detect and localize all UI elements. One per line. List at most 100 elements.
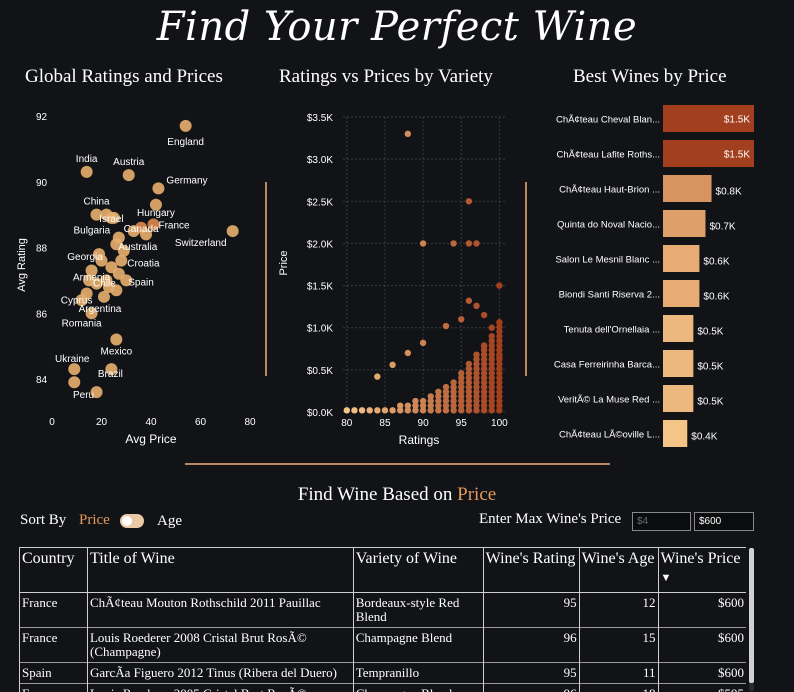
bar-value-label: $0.6K: [703, 257, 729, 268]
cell-country: France: [20, 628, 88, 663]
scatter-point: [458, 370, 464, 376]
bar: [663, 245, 699, 272]
sort-desc-icon: ▼: [661, 572, 672, 584]
scatter-point: [435, 389, 441, 395]
bar: [663, 420, 687, 447]
scatter-point: [466, 298, 472, 304]
bar: [663, 385, 693, 412]
point-label: Croatia: [127, 259, 160, 270]
x-tick-label: 60: [195, 417, 207, 428]
sort-toggle[interactable]: [120, 514, 144, 528]
table-row[interactable]: France Louis Roederer 2008 Cristal Brut …: [20, 628, 747, 663]
point-label: Germany: [166, 175, 207, 186]
table-header-row: Country Title of Wine Variety of Wine Wi…: [20, 548, 747, 593]
header-country[interactable]: Country: [20, 548, 88, 593]
point-label: Ukraine: [55, 354, 90, 365]
scatter-point: [382, 407, 388, 413]
cell-rating: 95: [483, 663, 579, 684]
point-label: Argentina: [79, 304, 122, 315]
point-label: India: [76, 154, 98, 165]
panel-divider: [265, 182, 267, 376]
y-tick-label: $3.5K: [307, 113, 333, 124]
bar-value-label: $0.5K: [697, 362, 723, 373]
header-age[interactable]: Wine's Age: [579, 548, 658, 593]
point-label: Canada: [124, 224, 159, 235]
x-tick-label: 95: [456, 418, 468, 429]
bar: [663, 175, 712, 202]
scatter-point: [405, 350, 411, 356]
scatter-point: [389, 407, 395, 413]
finder-title-text: Find Wine Based on: [298, 484, 457, 505]
header-rating[interactable]: Wine's Rating: [483, 548, 579, 593]
header-price[interactable]: Wine's Price▼: [658, 548, 746, 593]
scatter-point: [473, 351, 479, 357]
cell-title: ChÃ¢teau Mouton Rothschild 2011 Pauillac: [87, 593, 353, 628]
y-tick-label: $2.0K: [307, 239, 333, 250]
bar-category-label: Tenuta dell'Ornellaia ...: [564, 325, 660, 336]
min-price-input[interactable]: $4: [632, 512, 691, 531]
max-price-input[interactable]: $600: [694, 512, 754, 531]
panel-divider: [525, 182, 527, 376]
cell-variety: Tempranillo: [353, 663, 483, 684]
cell-price: $600: [658, 663, 746, 684]
cell-price: $600: [658, 628, 746, 663]
scatter-point: [466, 361, 472, 367]
y-tick-label: $3.0K: [307, 155, 333, 166]
x-tick-label: 90: [418, 418, 430, 429]
scatter-point: [443, 323, 449, 329]
scatter-point: [450, 240, 456, 246]
scatter-point: [405, 402, 411, 408]
y-tick-label: $1.0K: [307, 324, 333, 335]
point-label: England: [167, 137, 204, 148]
point-label: Romania: [62, 318, 102, 329]
x-tick-label: 40: [145, 417, 157, 428]
cell-age: 11: [579, 663, 658, 684]
cell-variety: Bordeaux-style Red Blend: [353, 593, 483, 628]
finder-title-accent: Price: [457, 484, 496, 505]
x-tick-label: 0: [49, 417, 55, 428]
cell-variety: Champagne Blend: [353, 628, 483, 663]
y-tick-label: 92: [36, 112, 48, 123]
point-label: Chile: [93, 278, 116, 289]
scatter-point: [496, 282, 502, 288]
bar-category-label: Quinta do Noval Nacio...: [557, 220, 660, 231]
scatter-point: [397, 402, 403, 408]
max-price-label: Enter Max Wine's Price: [479, 511, 621, 528]
sort-option-price[interactable]: Price: [79, 512, 110, 529]
scatter-point: [428, 393, 434, 399]
finder-title: Find Wine Based on Price: [0, 484, 794, 506]
scatter-point: [481, 312, 487, 318]
bar-category-label: ChÃ¢teau Lafite Roths...: [556, 150, 660, 161]
point-label: Brazil: [98, 369, 123, 380]
point-label: Hungary: [137, 208, 175, 219]
table-row[interactable]: Spain GarcÃ­a Figuero 2012 Tinus (Ribera…: [20, 663, 747, 684]
x-axis-label: Ratings: [399, 433, 440, 447]
bar-category-label: Biondi Santi Riserva 2...: [559, 290, 660, 301]
bar-category-label: ChÃ¢teau Haut-Brion ...: [559, 185, 660, 196]
scatter-point: [180, 120, 192, 132]
scatter-point: [152, 182, 164, 194]
point-label: France: [158, 220, 190, 231]
scatter-point: [227, 225, 239, 237]
bar-category-label: ChÃ¢teau Cheval Blan...: [556, 115, 660, 126]
scatter-point: [420, 398, 426, 404]
scatter-point: [351, 407, 357, 413]
y-axis-label: Avg Rating: [16, 238, 28, 292]
cell-rating: 96: [483, 628, 579, 663]
table-row[interactable]: France ChÃ¢teau Mouton Rothschild 2011 P…: [20, 593, 747, 628]
table-scrollbar[interactable]: [749, 548, 754, 691]
header-variety[interactable]: Variety of Wine: [353, 548, 483, 593]
scatter-point: [123, 169, 135, 181]
scrollbar-thumb[interactable]: [749, 548, 754, 683]
best-wines-bar-chart[interactable]: ChÃ¢teau Cheval Blan... $1.5K ChÃ¢teau Laf…: [530, 95, 794, 455]
scatter-point: [110, 334, 122, 346]
x-tick-label: 80: [341, 418, 353, 429]
bar-value-label: $0.5K: [697, 327, 723, 338]
sort-option-age[interactable]: Age: [157, 513, 182, 530]
header-title[interactable]: Title of Wine: [87, 548, 353, 593]
bar-value-label: $1.5K: [724, 150, 750, 161]
y-tick-label: 90: [36, 178, 48, 189]
point-label: Austria: [113, 157, 145, 168]
